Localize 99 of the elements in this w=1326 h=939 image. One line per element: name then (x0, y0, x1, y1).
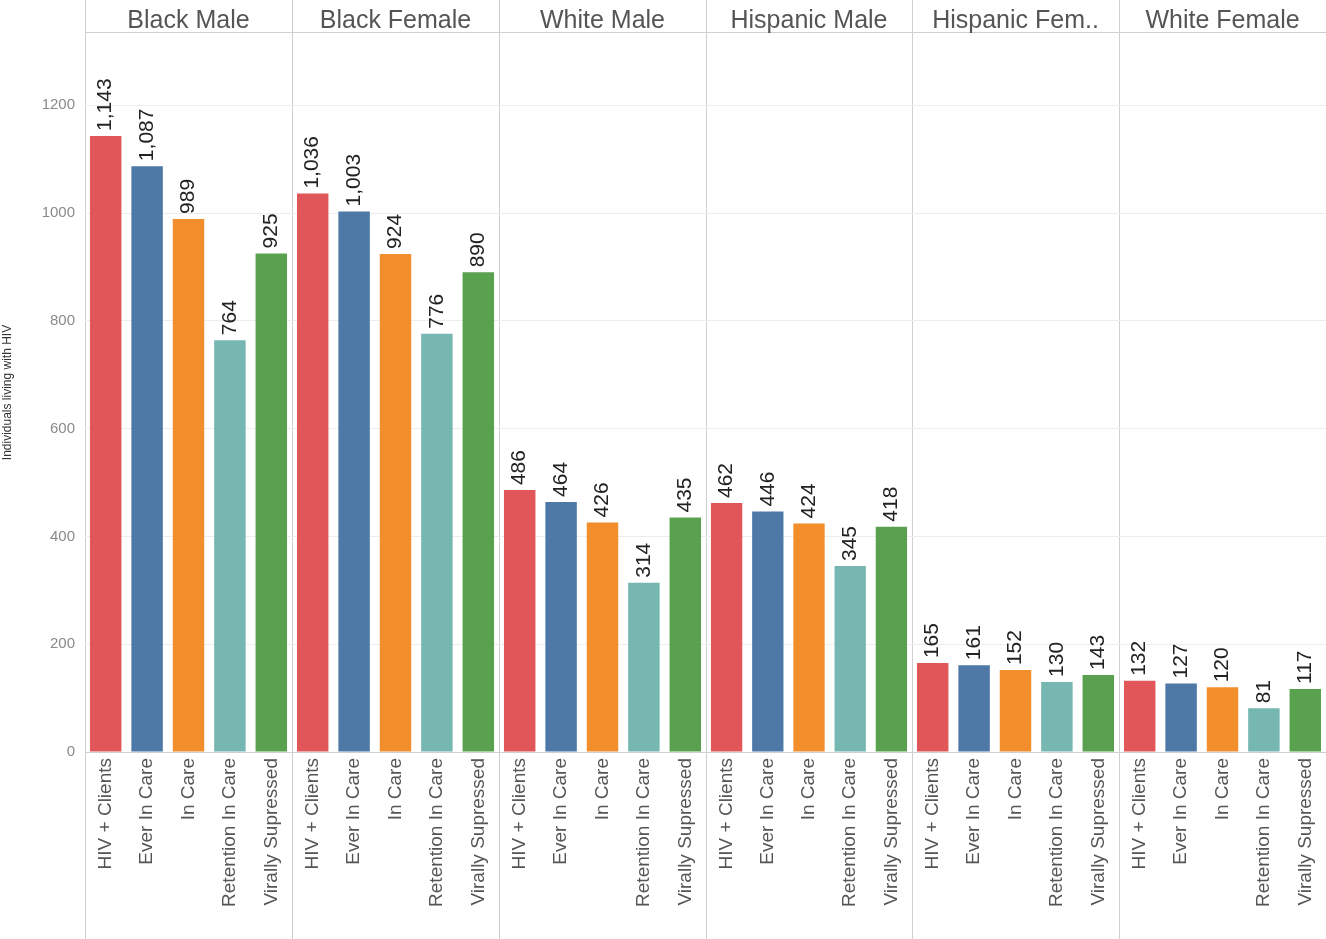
bar (628, 582, 660, 752)
data-label: 127 (1167, 643, 1191, 679)
x-tick-label: In Care (176, 758, 198, 821)
y-tick-label: 200 (49, 634, 75, 652)
chart-title: Black Male (85, 0, 292, 33)
bar (1289, 688, 1322, 752)
chart-title: Hispanic Male (706, 0, 912, 33)
data-label: 132 (1126, 640, 1150, 676)
bar (255, 253, 288, 752)
data-label: 446 (754, 471, 778, 507)
x-tick-label: Retention In Care (1045, 758, 1067, 907)
x-tick-label: In Care (383, 758, 405, 821)
bar (1041, 681, 1073, 752)
x-tick-label: Ever In Care (962, 758, 984, 865)
x-tick-label: Retention In Care (218, 758, 240, 907)
bar (421, 333, 453, 752)
data-label: 435 (672, 477, 696, 513)
data-label: 130 (1043, 641, 1067, 677)
x-tick-label: In Care (1210, 758, 1232, 821)
data-label: 1,003 (340, 153, 364, 207)
bar (462, 272, 495, 752)
y-tick-label: 600 (49, 418, 75, 436)
bar (545, 501, 577, 752)
bar (1165, 683, 1197, 752)
bar (296, 193, 329, 752)
chart-title: White Male (499, 0, 706, 33)
x-tick-label: Retention In Care (425, 758, 447, 907)
x-tick-label: Retention In Care (838, 758, 860, 907)
data-label: 426 (589, 482, 613, 518)
x-tick-label: In Care (1003, 758, 1025, 821)
bar (338, 211, 370, 752)
bar (503, 490, 536, 752)
bar (1206, 687, 1239, 752)
x-tick-label: Virally Supressed (879, 758, 901, 906)
data-label: 989 (175, 178, 199, 214)
data-label: 890 (465, 232, 489, 268)
data-label: 81 (1250, 679, 1274, 704)
data-label: 152 (1002, 630, 1026, 666)
x-tick-label: Ever In Care (1169, 758, 1191, 865)
x-tick-label: HIV + Clients (300, 758, 322, 870)
x-tick-label: Ever In Care (135, 758, 157, 865)
data-label: 924 (382, 213, 406, 249)
bar (172, 218, 205, 752)
x-tick-label: HIV + Clients (507, 758, 529, 870)
x-tick-label: Ever In Care (756, 758, 778, 865)
x-tick-label: In Care (590, 758, 612, 821)
x-tick-label: Retention In Care (1252, 758, 1274, 907)
data-label: 464 (547, 461, 571, 497)
bar (999, 670, 1032, 752)
bar (1082, 674, 1115, 752)
data-label: 143 (1085, 634, 1109, 670)
bar (1123, 680, 1156, 752)
data-label: 1,087 (133, 108, 157, 162)
data-label: 1,143 (92, 78, 116, 131)
x-tick-label: Virally Supressed (259, 758, 281, 906)
data-label: 418 (878, 486, 902, 522)
x-tick-label: Virally Supressed (466, 758, 488, 906)
data-label: 345 (837, 526, 860, 562)
data-label: 161 (960, 625, 984, 661)
bar (1248, 708, 1280, 752)
bar (131, 166, 163, 752)
y-tick-label: 1000 (41, 203, 75, 221)
x-tick-label: HIV + Clients (1127, 758, 1149, 870)
bar (916, 663, 949, 752)
x-tick-label: Ever In Care (549, 758, 571, 865)
bar (214, 340, 246, 752)
x-tick-label: HIV + Clients (714, 758, 736, 870)
chart-title: Hispanic Fem.. (912, 0, 1119, 33)
x-tick-label: HIV + Clients (93, 758, 115, 870)
x-tick-label: Virally Supressed (673, 758, 695, 906)
data-label: 764 (216, 299, 240, 336)
chart-title: Black Female (292, 0, 499, 33)
x-tick-label: Virally Supressed (1086, 758, 1108, 906)
data-label: 165 (919, 623, 943, 659)
data-label: 314 (630, 542, 654, 578)
data-label: 1,036 (299, 136, 323, 189)
data-label: 120 (1209, 647, 1233, 683)
chart-title: White Female (1119, 0, 1326, 33)
data-label: 776 (423, 293, 447, 329)
data-label: 117 (1292, 650, 1316, 684)
data-label: 486 (506, 450, 530, 486)
bar (958, 665, 990, 752)
x-tick-label: HIV + Clients (920, 758, 942, 870)
bar (669, 517, 702, 752)
x-tick-label: Virally Supressed (1293, 758, 1315, 906)
y-tick-label: 400 (49, 526, 75, 544)
x-tick-label: Retention In Care (632, 758, 654, 907)
y-tick-label: 1200 (41, 95, 75, 113)
bar (379, 253, 412, 752)
bar (586, 522, 619, 752)
data-label: 925 (258, 213, 282, 249)
bar (89, 135, 122, 752)
data-label: 462 (713, 462, 737, 498)
data-label: 424 (795, 483, 819, 519)
x-tick-label: Ever In Care (342, 758, 364, 865)
y-tick-label: 0 (66, 742, 75, 760)
x-tick-label: In Care (797, 758, 819, 821)
y-tick-label: 800 (49, 310, 75, 328)
y-axis-title: Individuals living with HIV (0, 324, 14, 461)
